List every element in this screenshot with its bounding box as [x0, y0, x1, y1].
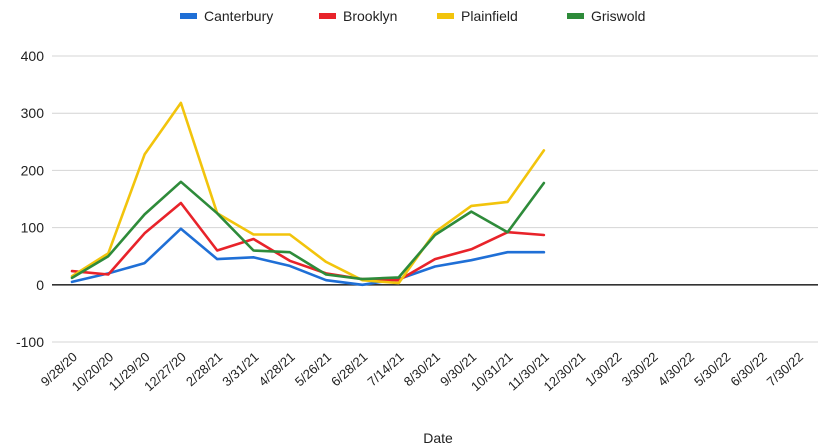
legend-item-plainfield: Plainfield [437, 8, 518, 24]
legend-swatch [180, 13, 197, 19]
y-tick-label: 100 [21, 220, 45, 236]
x-axis-ticks: 9/28/2010/20/2011/29/2012/27/202/28/213/… [38, 349, 806, 394]
legend-label: Brooklyn [343, 8, 397, 24]
gridlines [52, 55, 818, 343]
y-tick-label: 300 [21, 105, 45, 121]
y-tick-label: 200 [21, 162, 45, 178]
x-tick-label: 5/26/21 [292, 349, 334, 389]
legend-label: Griswold [591, 8, 645, 24]
x-tick-label: 7/30/22 [764, 349, 806, 389]
x-tick-label: 1/30/22 [582, 349, 624, 389]
y-tick-label: 400 [21, 48, 45, 64]
series-line-plainfield [70, 101, 546, 285]
x-tick-label: 3/31/21 [219, 349, 261, 389]
y-tick-label: 0 [36, 277, 44, 293]
x-tick-label: 6/28/21 [328, 349, 370, 389]
legend-item-canterbury: Canterbury [180, 8, 273, 24]
y-tick-label: -100 [16, 334, 44, 350]
legend-swatch [319, 13, 336, 19]
x-tick-label: 6/30/22 [727, 349, 769, 389]
x-tick-label: 3/30/22 [619, 349, 661, 389]
series-line-griswold [70, 180, 546, 281]
legend-swatch [567, 13, 584, 19]
x-axis-title: Date [423, 430, 453, 446]
y-axis-ticks: 400 300 200 100 0 -100 [16, 48, 44, 350]
legend-label: Plainfield [461, 8, 518, 24]
x-tick-label: 4/30/22 [655, 349, 697, 389]
legend-item-griswold: Griswold [567, 8, 645, 24]
x-tick-label: 4/28/21 [256, 349, 298, 389]
series-line-brooklyn [70, 201, 546, 282]
series-line-canterbury [70, 227, 546, 287]
legend-swatch [437, 13, 454, 19]
x-tick-label: 2/28/21 [183, 349, 225, 389]
legend-label: Canterbury [204, 8, 273, 24]
x-tick-label: 7/14/21 [364, 349, 406, 389]
legend: Canterbury Brooklyn Plainfield Griswold [180, 8, 645, 24]
x-tick-label: 5/30/22 [691, 349, 733, 389]
series-lines [70, 101, 546, 287]
x-tick-label: 8/30/21 [401, 349, 443, 389]
legend-item-brooklyn: Brooklyn [319, 8, 397, 24]
